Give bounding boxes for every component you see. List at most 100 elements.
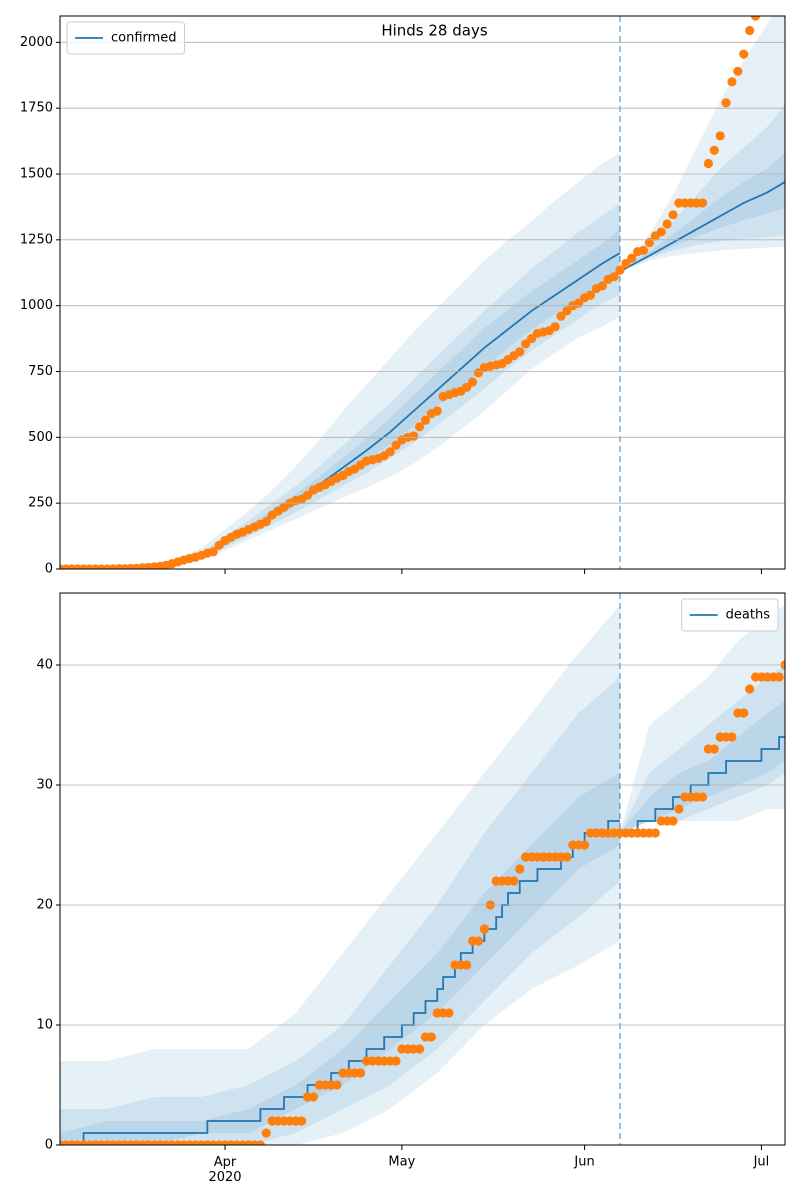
legend: deaths bbox=[681, 598, 779, 632]
y-tick-label: 500 bbox=[28, 430, 53, 445]
y-tick-label: 1750 bbox=[20, 101, 53, 116]
data-point bbox=[420, 415, 431, 425]
legend: confirmed bbox=[66, 21, 186, 55]
data-point bbox=[208, 547, 218, 557]
data-point bbox=[444, 1008, 454, 1018]
data-point bbox=[627, 253, 637, 263]
data-point bbox=[391, 1056, 401, 1066]
band bbox=[60, 105, 785, 569]
data-point bbox=[473, 936, 484, 946]
data-point bbox=[745, 25, 755, 36]
data-point bbox=[308, 1092, 319, 1102]
data-point bbox=[715, 131, 725, 141]
data-point bbox=[255, 1140, 266, 1145]
data-point bbox=[391, 440, 401, 450]
band bbox=[60, 701, 785, 1145]
x-tick-label: Apr 2020 bbox=[208, 1155, 241, 1185]
data-point bbox=[550, 322, 560, 332]
legend-box bbox=[681, 598, 779, 632]
data-point bbox=[462, 382, 472, 392]
axes-frame bbox=[59, 592, 786, 1146]
band bbox=[60, 605, 785, 1145]
data-point bbox=[426, 1032, 436, 1042]
y-tick-label: 2000 bbox=[20, 35, 53, 50]
y-tick-label: 30 bbox=[36, 778, 53, 793]
data-point bbox=[733, 66, 743, 76]
data-point bbox=[585, 290, 596, 300]
chart-title: Hinds 28 days bbox=[381, 22, 488, 40]
y-tick-label: 20 bbox=[36, 898, 53, 913]
x-tick-label: May bbox=[388, 1155, 415, 1170]
data-point bbox=[727, 77, 737, 87]
data-point bbox=[739, 49, 749, 59]
band bbox=[60, 152, 785, 569]
data-point bbox=[515, 347, 525, 357]
y-tick-label: 250 bbox=[28, 496, 53, 511]
data-point bbox=[703, 158, 713, 169]
data-point bbox=[562, 852, 572, 862]
data-point bbox=[656, 227, 666, 237]
data-point bbox=[515, 864, 525, 874]
data-point bbox=[650, 828, 660, 838]
data-point bbox=[261, 1128, 271, 1138]
data-point bbox=[526, 333, 537, 344]
data-point bbox=[414, 1044, 425, 1054]
x-tick-label: Jun bbox=[573, 1155, 594, 1170]
data-point bbox=[562, 306, 572, 316]
y-tick-label: 10 bbox=[36, 1018, 53, 1033]
data-point bbox=[414, 422, 425, 432]
data-point bbox=[739, 708, 749, 718]
legend-label: deaths bbox=[726, 608, 771, 623]
data-point bbox=[721, 98, 731, 108]
data-point bbox=[521, 339, 531, 349]
legend-label: confirmed bbox=[111, 31, 177, 46]
data-point bbox=[332, 1080, 342, 1090]
data-point bbox=[597, 281, 607, 291]
data-point bbox=[727, 732, 737, 742]
data-point bbox=[479, 924, 489, 934]
data-point bbox=[556, 311, 566, 321]
data-point bbox=[579, 840, 590, 850]
y-tick-label: 1000 bbox=[20, 298, 53, 313]
data-point bbox=[697, 792, 708, 802]
data-point bbox=[709, 145, 719, 155]
data-point bbox=[709, 744, 719, 754]
band bbox=[60, 16, 785, 569]
y-tick-label: 1250 bbox=[20, 232, 53, 247]
plot-area bbox=[60, 16, 785, 569]
y-tick-label: 0 bbox=[45, 562, 53, 577]
data-point bbox=[615, 265, 625, 275]
data-point bbox=[409, 431, 419, 441]
data-point bbox=[385, 447, 395, 457]
y-tick-label: 750 bbox=[28, 364, 53, 379]
legend-box bbox=[66, 21, 186, 55]
data-point bbox=[356, 1068, 366, 1078]
data-point bbox=[750, 16, 761, 21]
data-point bbox=[297, 1116, 307, 1126]
data-point bbox=[662, 219, 672, 229]
data-point bbox=[745, 684, 755, 694]
data-point bbox=[668, 816, 678, 826]
plot-area bbox=[60, 593, 785, 1145]
data-point bbox=[462, 960, 472, 970]
data-point bbox=[668, 210, 678, 220]
data-point bbox=[674, 804, 684, 814]
data-point bbox=[621, 258, 631, 269]
data-point bbox=[638, 245, 649, 255]
data-point bbox=[468, 377, 478, 387]
x-tick-label: Jul bbox=[753, 1155, 770, 1170]
y-tick-label: 40 bbox=[36, 658, 53, 673]
data-point bbox=[432, 406, 442, 416]
data-point bbox=[774, 672, 784, 682]
data-point bbox=[473, 368, 484, 378]
data-point bbox=[609, 272, 619, 282]
axes-frame bbox=[59, 15, 786, 570]
data-point bbox=[302, 490, 313, 500]
y-tick-label: 1500 bbox=[20, 167, 53, 182]
data-point bbox=[261, 517, 271, 527]
y-tick-label: 0 bbox=[45, 1138, 53, 1153]
axes: 0 250 500 750 1000 1250 1500 1750 2000 Hinds 28 d… bbox=[20, 15, 786, 577]
data-point bbox=[509, 876, 519, 886]
data-point bbox=[697, 198, 708, 208]
